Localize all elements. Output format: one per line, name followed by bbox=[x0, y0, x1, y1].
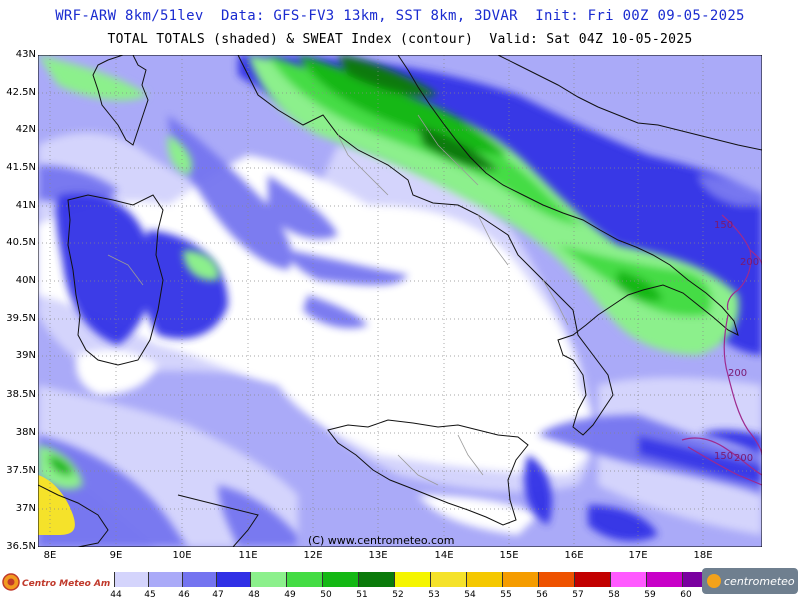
lat-label: 41.5N bbox=[6, 162, 36, 173]
lon-label: 13E bbox=[368, 550, 388, 561]
legend-value: 57 bbox=[572, 590, 584, 600]
legend-swatch bbox=[148, 572, 183, 587]
legend-value: 60 bbox=[680, 590, 692, 600]
lat-label: 38N bbox=[15, 427, 36, 438]
sweat-contour-label: 150 bbox=[714, 220, 733, 231]
legend-value: 58 bbox=[608, 590, 620, 600]
map-title-line2: TOTAL TOTALS (shaded) & SWEAT Index (con… bbox=[107, 32, 693, 47]
sweat-contour-label: 200 bbox=[728, 368, 747, 379]
legend-value: 49 bbox=[284, 590, 296, 600]
lat-label: 39.5N bbox=[6, 313, 36, 324]
region-borders bbox=[107, 114, 569, 486]
legend-value: 51 bbox=[356, 590, 368, 600]
weather-map: 150 200 200 150 200 bbox=[38, 55, 762, 547]
lon-label: 14E bbox=[434, 550, 454, 561]
sweat-contour-label: 200 bbox=[740, 257, 759, 268]
legend-swatch bbox=[466, 572, 503, 587]
legend-value: 47 bbox=[212, 590, 224, 600]
legend-value: 55 bbox=[500, 590, 512, 600]
coast-italy-peninsula bbox=[237, 55, 739, 436]
copyright-note: (C) www.centrometeo.com bbox=[308, 534, 455, 547]
legend-swatch bbox=[286, 572, 323, 587]
legend-swatch bbox=[682, 572, 707, 587]
lat-label: 43N bbox=[15, 49, 36, 60]
legend-swatch bbox=[574, 572, 611, 587]
sweat-contour-label: 200 bbox=[734, 453, 753, 464]
lat-label: 37.5N bbox=[6, 465, 36, 476]
sweat-contour-label: 150 bbox=[714, 451, 733, 462]
lat-label: 36.5N bbox=[6, 541, 36, 552]
lat-label: 42N bbox=[15, 124, 36, 135]
legend-swatch bbox=[610, 572, 647, 587]
lat-label: 38.5N bbox=[6, 389, 36, 400]
lat-label: 37N bbox=[15, 503, 36, 514]
centro-meteo-amatori-logo: Centro Meteo Amatori bbox=[2, 573, 110, 591]
legend-swatch bbox=[322, 572, 359, 587]
legend-value: 52 bbox=[392, 590, 404, 600]
centrometeo-logo: centrometeo bbox=[702, 568, 798, 594]
legend-swatch bbox=[394, 572, 431, 587]
lat-label: 41N bbox=[15, 200, 36, 211]
lon-label: 8E bbox=[43, 550, 57, 561]
coast-tunisia-east bbox=[177, 494, 259, 547]
coast-sicily bbox=[327, 419, 529, 526]
lat-label: 40.5N bbox=[6, 237, 36, 248]
sweat-contours bbox=[681, 214, 762, 486]
logo-left-text: Centro Meteo Amatori bbox=[22, 579, 110, 589]
legend-swatch bbox=[502, 572, 539, 587]
legend-swatch bbox=[114, 572, 149, 587]
legend-value: 48 bbox=[248, 590, 260, 600]
lat-label: 40N bbox=[15, 275, 36, 286]
coast-sardinia bbox=[67, 194, 164, 366]
coast-tunisia bbox=[38, 484, 109, 547]
coastlines bbox=[38, 55, 762, 547]
coast-adriatic-east bbox=[497, 55, 762, 151]
lon-label: 9E bbox=[109, 550, 123, 561]
legend-swatch bbox=[538, 572, 575, 587]
lon-label: 11E bbox=[238, 550, 258, 561]
lat-label: 42.5N bbox=[6, 87, 36, 98]
legend-swatch bbox=[646, 572, 683, 587]
legend-swatch bbox=[250, 572, 287, 587]
legend-swatch bbox=[430, 572, 467, 587]
lon-label: 17E bbox=[628, 550, 648, 561]
legend-swatch bbox=[216, 572, 251, 587]
legend-value: 59 bbox=[644, 590, 656, 600]
graticule bbox=[38, 55, 762, 547]
legend-value: 54 bbox=[464, 590, 476, 600]
lon-label: 18E bbox=[693, 550, 713, 561]
map-title-line1: WRF-ARW 8km/51lev Data: GFS-FV3 13km, SS… bbox=[55, 8, 745, 24]
legend-value: 56 bbox=[536, 590, 548, 600]
legend-value: 50 bbox=[320, 590, 332, 600]
legend-value: 44 bbox=[110, 590, 122, 600]
lon-label: 10E bbox=[172, 550, 192, 561]
lon-label: 12E bbox=[303, 550, 323, 561]
legend-swatch bbox=[358, 572, 395, 587]
lon-label: 16E bbox=[564, 550, 584, 561]
legend-value: 46 bbox=[178, 590, 190, 600]
legend-swatch bbox=[182, 572, 217, 587]
lat-label: 39N bbox=[15, 350, 36, 361]
coast-corsica bbox=[92, 55, 149, 146]
color-legend: 44 45 46 47 48 49 50 51 52 53 54 55 56 5… bbox=[0, 566, 800, 600]
logo-right-text: centrometeo bbox=[724, 575, 795, 588]
lon-label: 15E bbox=[499, 550, 519, 561]
legend-value: 53 bbox=[428, 590, 440, 600]
legend-value: 45 bbox=[144, 590, 156, 600]
